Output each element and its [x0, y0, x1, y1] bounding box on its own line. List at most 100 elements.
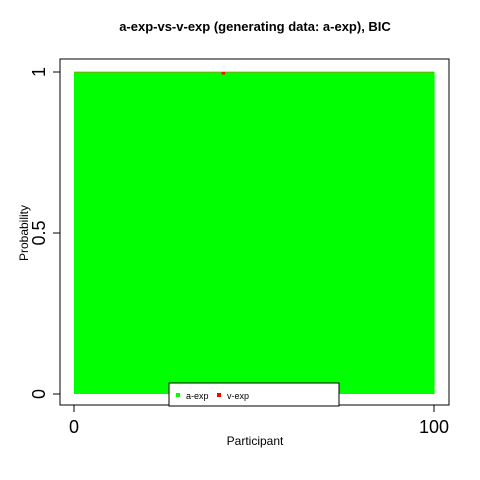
bar-a-exp-p74 — [336, 72, 341, 394]
bar-a-exp-p15 — [124, 72, 129, 394]
bar-a-exp-p44 — [228, 72, 233, 394]
bar-a-exp-p23 — [153, 72, 158, 394]
bar-a-exp-p31 — [182, 72, 187, 394]
bar-a-exp-p71 — [326, 72, 331, 394]
bar-a-exp-p45 — [232, 72, 237, 394]
bar-a-exp-p37 — [203, 72, 208, 394]
y-tick-label-1: 0.5 — [29, 220, 49, 245]
bar-a-exp-p77 — [347, 72, 352, 394]
bar-a-exp-p65 — [304, 72, 309, 394]
bar-a-exp-p36 — [200, 72, 205, 394]
bar-a-exp-p97 — [419, 72, 424, 394]
bar-a-exp-p75 — [340, 72, 345, 394]
bar-a-exp-p69 — [318, 72, 323, 394]
bar-a-exp-p88 — [387, 72, 392, 394]
bar-a-exp-p79 — [354, 72, 359, 394]
bar-a-exp-p6 — [92, 72, 97, 394]
bar-a-exp-p81 — [362, 72, 367, 394]
bar-a-exp-p72 — [329, 72, 334, 394]
bar-a-exp-p30 — [178, 72, 183, 394]
bar-a-exp-p26 — [164, 72, 169, 394]
bar-a-exp-p91 — [398, 72, 403, 394]
bar-a-exp-p92 — [401, 72, 406, 394]
bar-a-exp-p19 — [138, 72, 143, 394]
bar-a-exp-p9 — [102, 72, 107, 394]
bar-a-exp-p11 — [110, 72, 115, 394]
legend-swatch-v-exp — [217, 393, 221, 397]
bar-a-exp-p4 — [84, 72, 89, 394]
bar-a-exp-p56 — [272, 72, 277, 394]
bar-a-exp-p58 — [279, 72, 284, 394]
bar-a-exp-p17 — [131, 72, 136, 394]
bar-a-exp-p60 — [286, 72, 291, 394]
bar-a-exp-p32 — [185, 72, 190, 394]
bar-a-exp-p76 — [344, 72, 349, 394]
bar-a-exp-p89 — [390, 72, 395, 394]
bar-a-exp-p12 — [113, 72, 118, 394]
bar-a-exp-p39 — [210, 72, 215, 394]
y-axis-label: Probability — [17, 205, 31, 261]
bar-a-exp-p98 — [423, 72, 428, 394]
bar-a-exp-p1 — [74, 72, 79, 394]
bar-a-exp-p53 — [261, 72, 266, 394]
bar-a-exp-p34 — [192, 72, 197, 394]
bar-a-exp-p86 — [380, 72, 385, 394]
bar-a-exp-p10 — [106, 72, 111, 394]
bar-a-exp-p93 — [405, 72, 410, 394]
bar-a-exp-p70 — [322, 72, 327, 394]
bar-a-exp-p7 — [95, 72, 100, 394]
bar-a-exp-p54 — [264, 72, 269, 394]
bar-a-exp-p67 — [311, 72, 316, 394]
bar-a-exp-p82 — [365, 72, 370, 394]
bar-a-exp-p61 — [290, 72, 295, 394]
bar-a-exp-p13 — [117, 72, 122, 394]
legend-box — [168, 382, 340, 407]
bar-a-exp-p66 — [308, 72, 313, 394]
bar-a-exp-p38 — [207, 72, 212, 394]
legend-swatch-a-exp — [176, 393, 180, 397]
bar-a-exp-p59 — [282, 72, 287, 394]
y-tick-label-0: 0 — [29, 389, 49, 399]
bar-a-exp-p90 — [394, 72, 399, 394]
bar-a-exp-p14 — [120, 72, 125, 394]
bar-a-exp-p95 — [412, 72, 417, 394]
bar-a-exp-p24 — [156, 72, 161, 394]
bar-a-exp-p51 — [254, 72, 259, 394]
bar-a-exp-p5 — [88, 72, 93, 394]
bar-a-exp-p48 — [243, 72, 248, 394]
bar-a-exp-p46 — [236, 72, 241, 394]
bar-a-exp-p78 — [351, 72, 356, 394]
bar-a-exp-p8 — [99, 72, 104, 394]
y-tick-label-2: 1 — [29, 67, 49, 77]
bar-a-exp-p52 — [257, 72, 262, 394]
bar-a-exp-p42 — [221, 74, 226, 394]
bars-group — [74, 71, 435, 394]
bar-a-exp-p84 — [372, 72, 377, 394]
bar-v-exp-p42 — [221, 72, 226, 75]
bar-a-exp-p63 — [297, 72, 302, 394]
x-tick-label-0: 0 — [69, 417, 79, 437]
bar-a-exp-p96 — [416, 72, 421, 394]
bar-a-exp-p35 — [196, 72, 201, 394]
bar-a-exp-p29 — [174, 72, 179, 394]
legend-label-a-exp: a-exp — [186, 391, 209, 401]
bar-a-exp-p85 — [376, 72, 381, 394]
bar-a-exp-p94 — [408, 72, 413, 394]
bar-a-exp-p33 — [189, 72, 194, 394]
bar-a-exp-p18 — [135, 72, 140, 394]
bar-a-exp-p28 — [171, 72, 176, 394]
x-tick-label-1: 100 — [419, 417, 449, 437]
y-axis: 00.51 — [29, 67, 60, 399]
bar-a-exp-p47 — [239, 72, 244, 394]
bar-a-exp-p50 — [250, 72, 255, 394]
bar-a-exp-p43 — [225, 72, 230, 394]
x-axis-label: Participant — [227, 434, 284, 448]
bar-a-exp-p21 — [146, 72, 151, 394]
bar-a-exp-p80 — [358, 72, 363, 394]
x-axis: 0 100 — [69, 405, 449, 437]
bar-a-exp-p62 — [293, 72, 298, 394]
bar-a-exp-p22 — [149, 72, 154, 394]
legend: a-exp v-exp — [168, 382, 340, 407]
bar-a-exp-p55 — [268, 72, 273, 394]
